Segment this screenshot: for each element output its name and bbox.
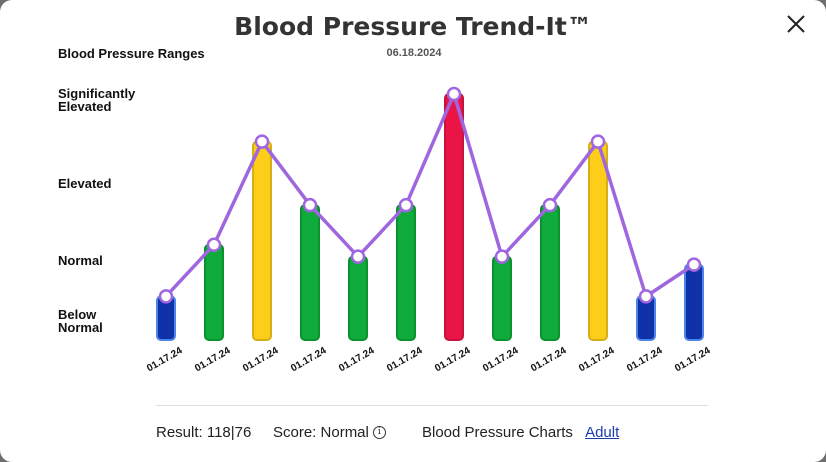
bar [540, 204, 560, 341]
trend-point [158, 289, 174, 304]
bar [444, 93, 464, 341]
trend-point [446, 86, 462, 102]
range-label-elevated: Elevated [58, 177, 153, 190]
trend-point [638, 289, 654, 304]
bar [204, 243, 224, 342]
bar [588, 140, 608, 341]
trend-point [350, 249, 366, 264]
trend-line [164, 92, 695, 299]
trend-point [590, 134, 606, 149]
trend-point [542, 197, 558, 213]
x-tick-label: 01.17.24 [433, 345, 473, 374]
range-label-line: Below [58, 307, 97, 322]
x-tick-label: 01.17.24 [145, 345, 185, 374]
trend-point [686, 257, 702, 272]
range-label-line: Elevated [58, 99, 112, 114]
range-label-line: Elevated [58, 176, 112, 191]
x-tick-label: 01.17.24 [625, 345, 665, 374]
x-tick-label: 01.17.24 [241, 345, 281, 374]
range-label-below-normal: Below Normal [58, 308, 153, 334]
footer-divider [156, 405, 708, 406]
trend-point [398, 197, 414, 213]
range-label-line: Significantly [58, 86, 136, 101]
bar [252, 140, 272, 341]
x-tick-label: 01.17.24 [289, 345, 329, 374]
bar [348, 255, 368, 342]
score-text: Score: Normal i [273, 424, 386, 441]
trend-point [302, 197, 318, 213]
x-tick-label: 01.17.24 [529, 345, 569, 374]
trend-point [254, 134, 270, 149]
adult-chart-link[interactable]: Adult [585, 424, 620, 441]
chart-date: 06.18.2024 [386, 47, 442, 59]
info-icon[interactable]: i [372, 426, 386, 439]
score-label: Score: Normal [273, 424, 369, 441]
bar [396, 204, 416, 341]
ranges-title: Blood Pressure Ranges [58, 46, 205, 61]
trend-point [494, 249, 510, 264]
charts-text: Blood Pressure Charts Adult [422, 424, 619, 441]
x-tick-label: 01.17.24 [385, 345, 425, 374]
range-label-line: Normal [58, 253, 103, 268]
range-label-line: Normal [58, 320, 103, 335]
x-tick-label: 01.17.24 [481, 345, 521, 374]
bar [684, 263, 704, 342]
range-label-significantly-elevated: Significantly Elevated [58, 87, 153, 113]
x-tick-label: 01.17.24 [337, 345, 377, 374]
x-tick-label: 01.17.24 [673, 345, 713, 374]
range-label-normal: Normal [58, 254, 153, 267]
trend-point [206, 237, 222, 253]
close-icon[interactable] [782, 10, 810, 38]
bar [492, 255, 512, 342]
bar [300, 204, 320, 341]
charts-label: Blood Pressure Charts [422, 424, 573, 441]
modal-title: Blood Pressure Trend-It™ [234, 12, 592, 41]
x-tick-label: 01.17.24 [577, 345, 617, 374]
x-tick-label: 01.17.24 [193, 345, 233, 374]
result-text: Result: 118|76 [156, 424, 252, 441]
